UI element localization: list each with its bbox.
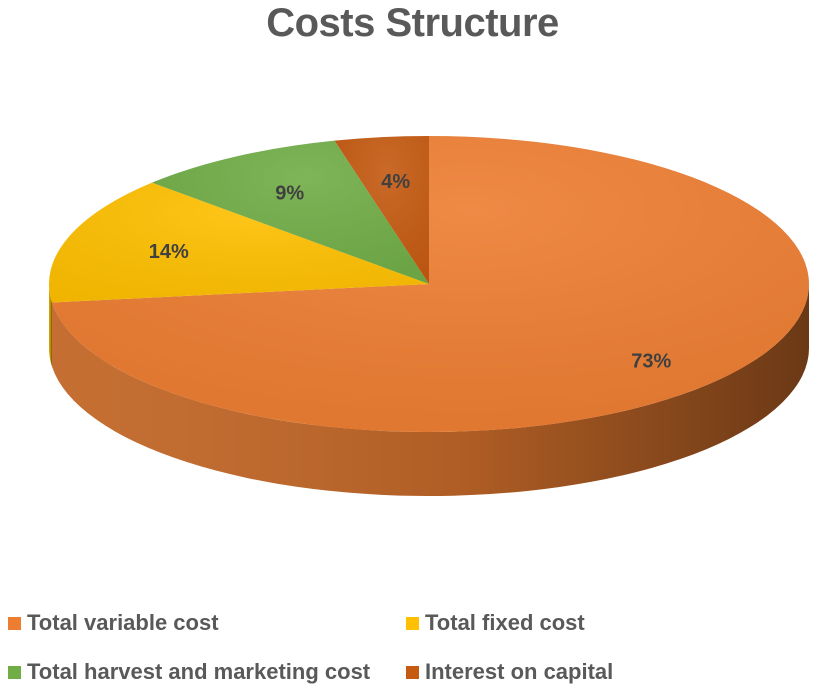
legend-item-total-variable-cost: Total variable cost bbox=[8, 608, 219, 638]
data-label-total-harvest-and-marketing-cost: 9% bbox=[275, 182, 304, 204]
chart-legend: Total variable cost Total fixed cost Tot… bbox=[0, 600, 825, 691]
pie-slice-shade-2 bbox=[151, 140, 429, 284]
legend-item-interest-on-capital: Interest on capital bbox=[406, 657, 613, 687]
legend-label: Total harvest and marketing cost bbox=[27, 659, 371, 684]
data-label-total-variable-cost: 73% bbox=[631, 350, 671, 372]
pie-side-shade-1 bbox=[49, 284, 52, 367]
legend-swatch bbox=[406, 665, 419, 679]
legend-item-total-harvest-and-marketing-cost: Total harvest and marketing cost bbox=[8, 657, 370, 687]
pie-slice-shade-1 bbox=[49, 182, 430, 303]
data-label-interest-on-capital: 4% bbox=[381, 171, 410, 193]
legend-swatch bbox=[406, 616, 419, 630]
legend-label: Total fixed cost bbox=[425, 610, 585, 635]
pie-slice-shade-0 bbox=[51, 136, 810, 432]
legend-item-total-fixed-cost: Total fixed cost bbox=[406, 608, 585, 638]
pie-slice-shade-3 bbox=[334, 136, 429, 284]
data-label-total-fixed-cost: 14% bbox=[149, 241, 189, 263]
legend-label: Total variable cost bbox=[27, 610, 219, 635]
pie-chart: 73% 14% 9% 4% bbox=[49, 136, 810, 497]
pie-side-shade-0 bbox=[51, 284, 810, 497]
legend-label: Interest on capital bbox=[425, 659, 614, 684]
legend-swatch bbox=[8, 665, 21, 679]
chart-title: Costs Structure bbox=[266, 1, 559, 45]
legend-swatch bbox=[8, 616, 21, 630]
